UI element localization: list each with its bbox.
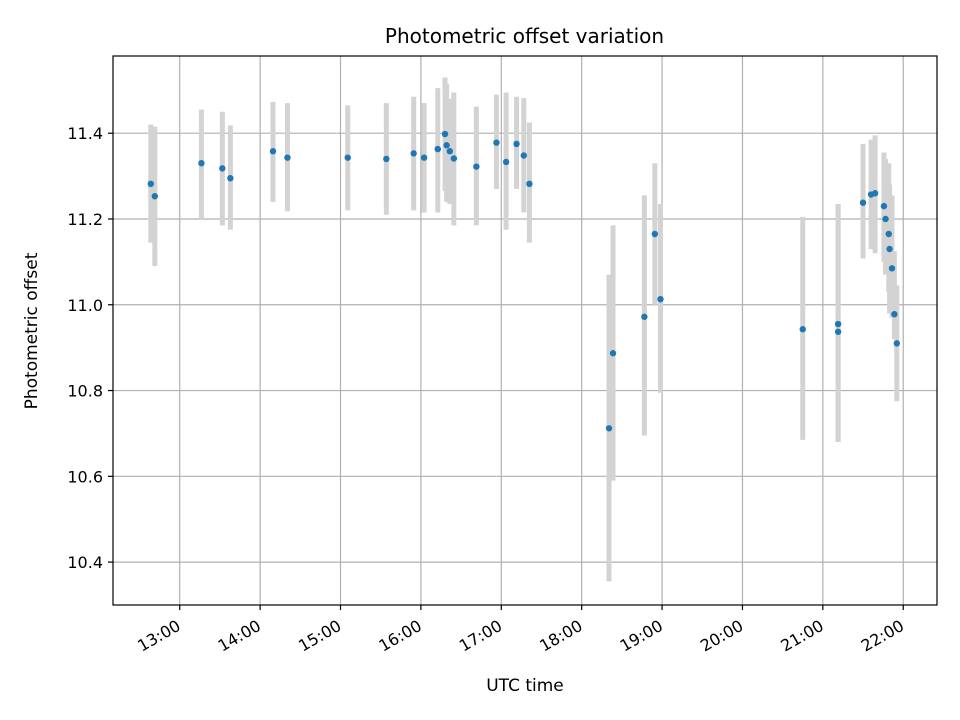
data-point — [147, 180, 154, 188]
y-tick-label: 11.2 — [67, 210, 103, 229]
data-point — [473, 163, 480, 170]
y-tick-label: 10.8 — [67, 382, 103, 401]
data-point — [410, 150, 417, 157]
chart-title: Photometric offset variation — [385, 24, 664, 48]
data-point — [446, 148, 454, 155]
data-point — [269, 148, 277, 155]
data-points — [147, 130, 901, 432]
data-point — [859, 199, 867, 206]
data-point — [882, 215, 889, 223]
data-point — [198, 160, 205, 167]
data-point — [605, 425, 613, 432]
plot-frame — [112, 55, 938, 606]
data-point — [434, 145, 441, 153]
data-point — [834, 320, 842, 328]
data-point — [443, 142, 450, 149]
data-point — [344, 154, 351, 161]
data-point — [609, 350, 617, 357]
y-axis-title: Photometric offset — [22, 252, 42, 409]
y-tick-label: 10.4 — [67, 553, 103, 572]
data-point — [871, 190, 879, 197]
data-point — [420, 154, 428, 161]
data-point — [891, 311, 898, 318]
data-point — [383, 155, 390, 163]
data-point — [651, 230, 659, 238]
data-point — [284, 154, 291, 161]
data-point — [834, 328, 842, 335]
x-axis-title: UTC time — [486, 676, 564, 696]
data-point — [151, 193, 159, 200]
data-point — [888, 265, 896, 272]
data-point — [441, 130, 449, 138]
data-point — [526, 180, 533, 188]
data-point — [641, 313, 648, 320]
y-tick-label: 11.0 — [67, 296, 103, 315]
y-tick-label: 10.6 — [67, 467, 103, 486]
data-point — [885, 230, 892, 238]
data-point — [450, 155, 458, 162]
data-point — [893, 340, 901, 347]
data-point — [520, 152, 527, 159]
data-point — [799, 326, 806, 333]
data-point — [886, 245, 893, 253]
data-point — [227, 175, 234, 182]
data-point — [493, 139, 500, 146]
y-tick-label: 11.4 — [67, 124, 103, 143]
data-point — [502, 158, 510, 166]
data-point — [880, 202, 888, 210]
data-point — [513, 140, 520, 148]
data-point — [657, 295, 664, 303]
grid — [113, 56, 937, 605]
data-point — [219, 165, 226, 172]
